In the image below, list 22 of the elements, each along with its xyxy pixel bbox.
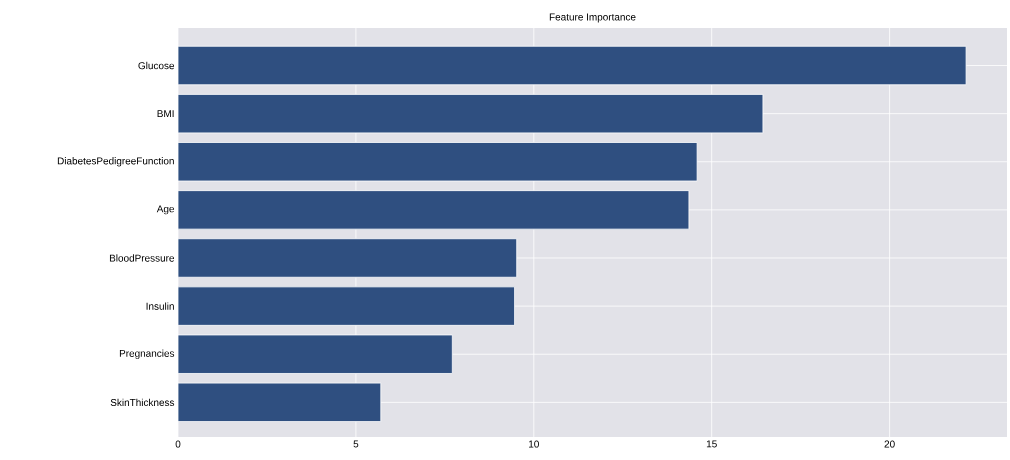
y-tick-label: Insulin xyxy=(146,302,174,310)
bar xyxy=(178,142,698,182)
bar xyxy=(178,334,453,374)
x-tick-label: 0 xyxy=(175,440,181,448)
x-tick-label: 20 xyxy=(884,440,895,448)
y-tick-label: SkinThickness xyxy=(110,398,175,406)
y-tick-label: BloodPressure xyxy=(109,254,175,262)
bar xyxy=(178,94,764,134)
bar xyxy=(178,382,382,422)
chart-title: Feature Importance xyxy=(549,13,636,23)
bar xyxy=(178,190,690,230)
y-tick-label: Age xyxy=(156,205,175,215)
bar xyxy=(178,286,515,326)
y-tick-label: Pregnancies xyxy=(119,349,175,359)
y-tick-label: DiabetesPedigreeFunction xyxy=(57,157,174,167)
y-tick-label: BMI xyxy=(157,110,174,118)
y-tick-label: Glucose xyxy=(138,61,175,70)
x-tick-label: 5 xyxy=(353,440,359,448)
bar xyxy=(178,45,967,86)
x-tick-label: 10 xyxy=(529,440,539,448)
bar xyxy=(178,238,518,278)
x-tick-label: 15 xyxy=(706,440,717,448)
